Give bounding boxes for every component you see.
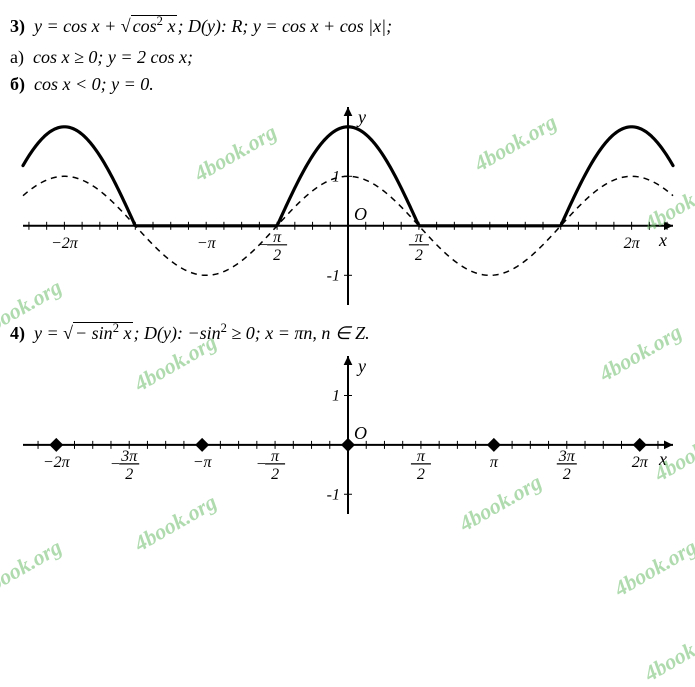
svg-text:O: O	[354, 204, 367, 224]
svg-text:y: y	[356, 356, 366, 376]
p3-yeq: y = cos x +	[34, 16, 121, 36]
p3-second: y = cos x + cos |x|;	[248, 16, 392, 36]
svg-text:O: O	[354, 423, 367, 443]
problem3-line: 3) y = cos x + cos2 x; D(y): R; y = cos …	[10, 14, 685, 37]
svg-text:2π: 2π	[631, 454, 648, 471]
svg-text:−π: −π	[192, 454, 212, 471]
p4-sqrt: − sin2 x	[63, 321, 133, 344]
svg-text:−2π: −2π	[50, 235, 78, 252]
svg-text:2: 2	[271, 466, 279, 483]
svg-text:2: 2	[125, 466, 133, 483]
svg-text:3π: 3π	[557, 448, 575, 465]
svg-text:π: π	[271, 448, 280, 465]
svg-text:−: −	[109, 456, 120, 473]
svg-text:−2π: −2π	[42, 454, 70, 471]
problem3-case-a: а) cos x ≥ 0; y = 2 cos x;	[10, 47, 685, 68]
svg-text:y: y	[356, 107, 366, 127]
svg-text:2: 2	[562, 466, 570, 483]
svg-text:2π: 2π	[623, 235, 640, 252]
problem4-number: 4)	[10, 323, 25, 343]
svg-text:1: 1	[332, 168, 340, 185]
svg-text:−π: −π	[196, 235, 216, 252]
svg-text:-1: -1	[326, 267, 339, 284]
problem4-chart: 1-1Oxy−2π−3π2−π−π2π2π3π22π	[13, 350, 683, 520]
svg-text:π: π	[416, 448, 425, 465]
p3-sqrt: cos2 x	[121, 14, 178, 37]
svg-text:x: x	[658, 449, 667, 469]
p3-domain: D(y): R;	[188, 16, 248, 36]
svg-text:π: π	[414, 229, 423, 246]
svg-text:2: 2	[414, 247, 422, 264]
svg-text:2: 2	[273, 247, 281, 264]
problem3-number: 3)	[10, 16, 25, 36]
svg-text:π: π	[273, 229, 282, 246]
problem3-chart: 1-1Oxy−2π−π−π2π22π	[13, 101, 683, 311]
svg-text:3π: 3π	[120, 448, 138, 465]
svg-text:1: 1	[332, 388, 340, 405]
svg-text:π: π	[489, 454, 498, 471]
problem4-line: 4) y = − sin2 x; D(y): −sin2 ≥ 0; x = πn…	[10, 321, 685, 344]
problem3-case-b: б) cos x < 0; y = 0.	[10, 74, 685, 95]
svg-text:-1: -1	[326, 486, 339, 503]
svg-text:2: 2	[416, 466, 424, 483]
svg-text:x: x	[658, 230, 667, 250]
svg-text:−: −	[255, 456, 266, 473]
